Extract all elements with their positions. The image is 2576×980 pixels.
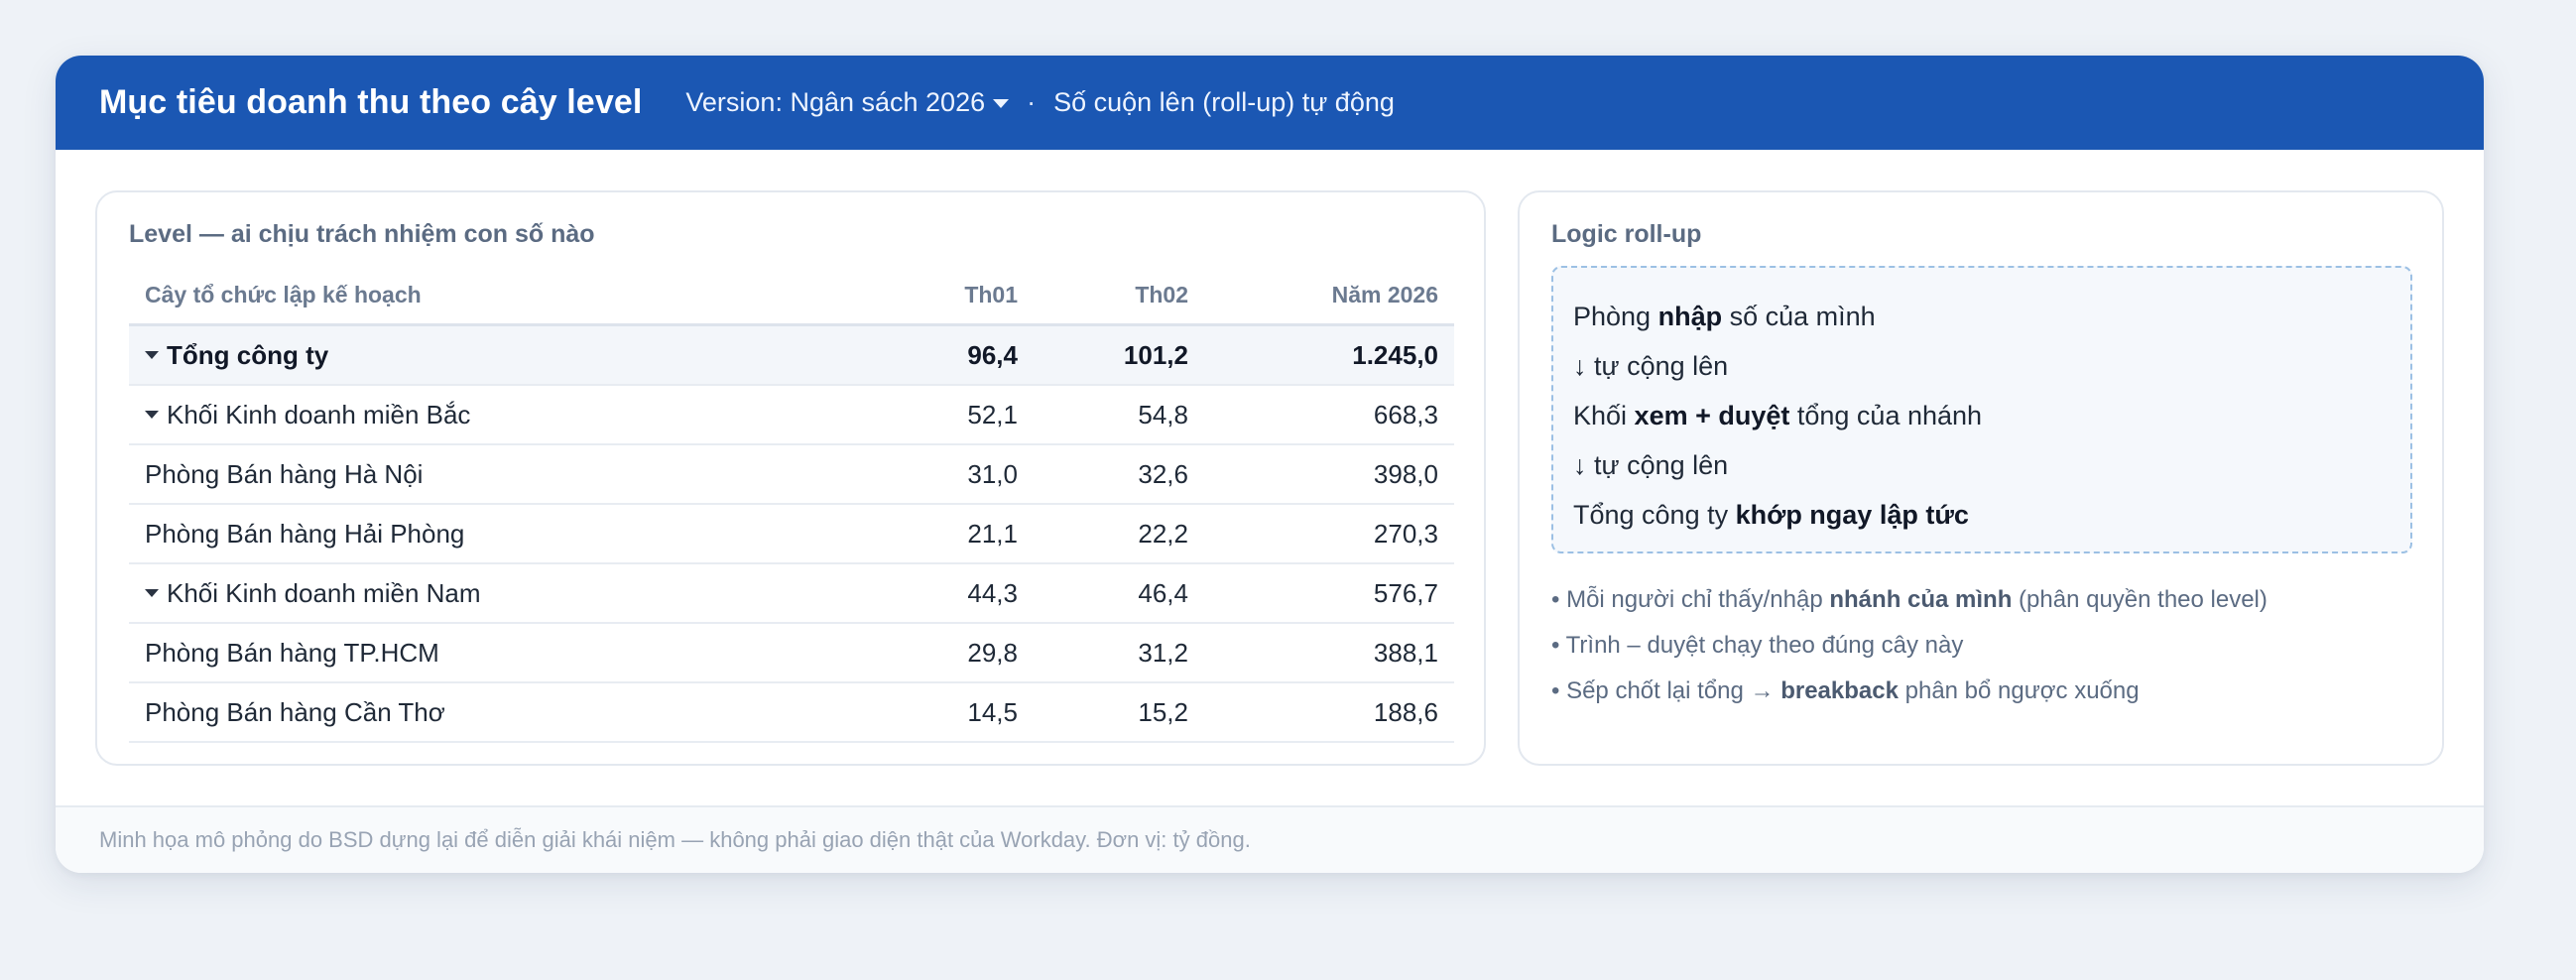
expand-caret-icon[interactable] xyxy=(145,350,159,359)
column-header-th02: Th02 xyxy=(1034,266,1204,326)
page-title: Mục tiêu doanh thu theo cây level xyxy=(99,83,643,121)
cell-th01: 96,4 xyxy=(863,324,1034,386)
cell-th01: 44,3 xyxy=(863,563,1034,624)
logic-emphasis: xem + duyệt xyxy=(1634,401,1790,430)
expand-caret-icon[interactable] xyxy=(145,410,159,419)
rollup-notes-list: • Mỗi người chỉ thấy/nhập nhánh của mình… xyxy=(1551,577,2268,714)
column-header-org-tree: Cây tổ chức lập kế hoạch xyxy=(129,266,863,326)
logic-line-rollup-1: ↓ tự cộng lên xyxy=(1573,351,1729,381)
logic-text: Tổng công ty xyxy=(1573,500,1736,530)
note-text: • Mỗi người chỉ thấy/nhập xyxy=(1551,586,1830,613)
column-header-year-2026: Năm 2026 xyxy=(1204,266,1454,326)
logic-line-rollup-2: ↓ tự cộng lên xyxy=(1573,450,1729,480)
logic-emphasis: khớp ngay lập tức xyxy=(1735,500,1969,530)
cell-year: 270,3 xyxy=(1204,504,1454,564)
note-text: • Trình – duyệt chạy theo đúng cây này xyxy=(1551,632,1964,659)
rollup-panel-title: Logic roll-up xyxy=(1551,220,1702,248)
table-row-khoi-mien-bac[interactable]: Khối Kinh doanh miền Bắc 52,1 54,8 668,3 xyxy=(129,385,1454,445)
note-text: (phân quyền theo level) xyxy=(2012,586,2268,613)
cell-th02: 32,6 xyxy=(1034,444,1204,505)
cell-year: 1.245,0 xyxy=(1204,324,1454,386)
table-row-phong-can-tho[interactable]: Phòng Bán hàng Cần Thơ 14,5 15,2 188,6 xyxy=(129,682,1454,743)
logic-line-division-review: Khối xem + duyệt tổng của nhánh xyxy=(1573,391,2391,440)
logic-text: Phòng xyxy=(1573,302,1658,331)
note-text: phân bổ ngược xuống xyxy=(1898,677,2140,704)
expand-caret-icon[interactable] xyxy=(145,588,159,597)
row-name: Tổng công ty xyxy=(167,339,329,370)
target-tree-card: Mục tiêu doanh thu theo cây level Versio… xyxy=(56,56,2484,873)
row-name: Phòng Bán hàng Cần Thơ xyxy=(129,682,863,743)
logic-emphasis: nhập xyxy=(1657,302,1723,331)
cell-year: 398,0 xyxy=(1204,444,1454,505)
logic-text: tổng của nhánh xyxy=(1789,401,1983,430)
logic-text: Khối xyxy=(1573,401,1635,430)
disclaimer-text: Minh họa mô phỏng do BSD dựng lại để diễ… xyxy=(99,827,1251,852)
cell-th01: 21,1 xyxy=(863,504,1034,564)
cell-th02: 54,8 xyxy=(1034,385,1204,445)
row-name: Phòng Bán hàng Hà Nội xyxy=(129,444,863,505)
cell-th01: 31,0 xyxy=(863,444,1034,505)
logic-line-department-input: Phòng nhập số của mình xyxy=(1573,292,2391,341)
note-text: • Sếp chốt lại tổng → xyxy=(1551,677,1781,704)
chevron-down-icon xyxy=(993,99,1010,108)
row-name: Phòng Bán hàng Hải Phòng xyxy=(129,504,863,564)
planning-tree-table: Cây tổ chức lập kế hoạch Th01 Th02 Năm 2… xyxy=(129,266,1454,743)
table-row-khoi-mien-nam[interactable]: Khối Kinh doanh miền Nam 44,3 46,4 576,7 xyxy=(129,563,1454,624)
cell-th01: 14,5 xyxy=(863,682,1034,743)
row-name: Phòng Bán hàng TP.HCM xyxy=(129,623,863,683)
version-dropdown[interactable]: Version: Ngân sách 2026 xyxy=(685,87,1010,118)
cell-th02: 31,2 xyxy=(1034,623,1204,683)
logic-text: số của mình xyxy=(1722,302,1876,331)
cell-year: 576,7 xyxy=(1204,563,1454,624)
row-name-cell: Khối Kinh doanh miền Bắc xyxy=(129,385,863,445)
note-item-approval-flow: • Trình – duyệt chạy theo đúng cây này xyxy=(1551,623,2268,669)
rollup-note: Số cuộn lên (roll-up) tự động xyxy=(1053,87,1395,117)
cell-th02: 15,2 xyxy=(1034,682,1204,743)
table-header-row: Cây tổ chức lập kế hoạch Th01 Th02 Năm 2… xyxy=(129,266,1454,326)
cell-year: 388,1 xyxy=(1204,623,1454,683)
table-row-phong-tphcm[interactable]: Phòng Bán hàng TP.HCM 29,8 31,2 388,1 xyxy=(129,623,1454,683)
logic-line-company-match: Tổng công ty khớp ngay lập tức xyxy=(1573,490,2391,540)
cell-year: 188,6 xyxy=(1204,682,1454,743)
cell-th01: 52,1 xyxy=(863,385,1034,445)
cell-th02: 46,4 xyxy=(1034,563,1204,624)
rollup-logic-box: Phòng nhập số của mình ↓ tự cộng lên Khố… xyxy=(1551,266,2412,553)
row-name: Khối Kinh doanh miền Bắc xyxy=(167,399,471,429)
version-label: Version: Ngân sách 2026 xyxy=(685,87,986,117)
cell-th02: 22,2 xyxy=(1034,504,1204,564)
note-item-breakback: • Sếp chốt lại tổng → breakback phân bổ … xyxy=(1551,669,2268,714)
row-name: Khối Kinh doanh miền Nam xyxy=(167,577,481,608)
level-panel: Level — ai chịu trách nhiệm con số nào C… xyxy=(95,190,1486,766)
level-panel-title: Level — ai chịu trách nhiệm con số nào xyxy=(129,220,595,248)
table-row-phong-hai-phong[interactable]: Phòng Bán hàng Hải Phòng 21,1 22,2 270,3 xyxy=(129,504,1454,564)
note-emphasis: breakback xyxy=(1780,677,1899,704)
row-name-cell: Tổng công ty xyxy=(129,324,863,386)
header-separator: · xyxy=(1027,87,1037,117)
row-name-cell: Khối Kinh doanh miền Nam xyxy=(129,563,863,624)
table-row-tong-cong-ty[interactable]: Tổng công ty 96,4 101,2 1.245,0 xyxy=(129,324,1454,386)
column-header-th01: Th01 xyxy=(863,266,1034,326)
cell-year: 668,3 xyxy=(1204,385,1454,445)
cell-th02: 101,2 xyxy=(1034,324,1204,386)
card-header: Mục tiêu doanh thu theo cây level Versio… xyxy=(56,56,2484,150)
rollup-logic-panel: Logic roll-up Phòng nhập số của mình ↓ t… xyxy=(1518,190,2444,766)
cell-th01: 29,8 xyxy=(863,623,1034,683)
disclaimer-footer: Minh họa mô phỏng do BSD dựng lại để diễ… xyxy=(56,805,2484,873)
note-item-permissions: • Mỗi người chỉ thấy/nhập nhánh của mình… xyxy=(1551,577,2268,623)
table-row-phong-ha-noi[interactable]: Phòng Bán hàng Hà Nội 31,0 32,6 398,0 xyxy=(129,444,1454,505)
note-emphasis: nhánh của mình xyxy=(1829,586,2013,613)
